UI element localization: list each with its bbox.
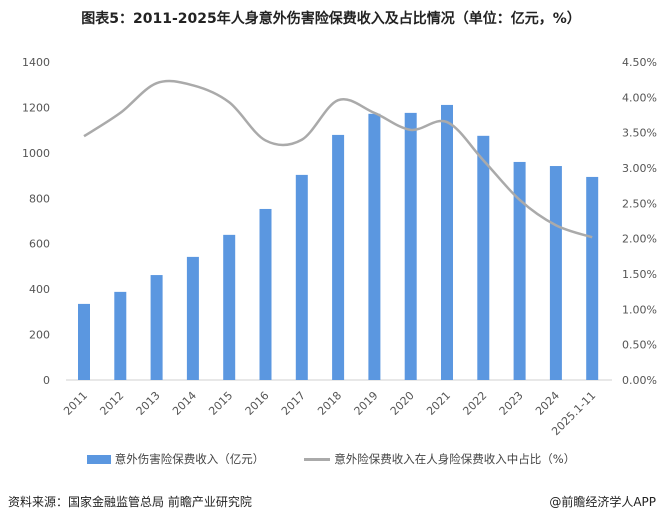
x-tick-label: 2021 [424, 389, 453, 418]
x-tick-label: 2013 [134, 389, 163, 418]
bar [150, 275, 163, 380]
right-tick-label: 4.50% [622, 56, 657, 69]
x-tick-label: 2014 [170, 389, 199, 418]
x-tick-label: 2020 [388, 389, 417, 418]
brand-credit: @前瞻经济学人APP [549, 495, 656, 509]
bar [513, 161, 526, 380]
x-tick-label: 2023 [497, 389, 526, 418]
bar [186, 256, 199, 380]
bar [114, 291, 127, 380]
x-tick-label: 2015 [206, 389, 235, 418]
right-tick-label: 3.50% [622, 127, 657, 140]
source-note: 资料来源：国家金融监管总局 前瞻产业研究院 [8, 495, 252, 509]
left-tick-label: 400 [29, 283, 50, 296]
x-tick-label: 2022 [460, 389, 489, 418]
legend-swatch-bar [86, 454, 111, 464]
chart-title: 图表5：2011-2025年人身意外伤害险保费收入及占比情况（单位：亿元，%） [81, 11, 581, 27]
legend-item-bar: 意外伤害险保费收入（亿元） [86, 451, 265, 467]
x-tick-label: 2018 [315, 389, 344, 418]
legend: 意外伤害险保费收入（亿元） 意外险保费收入在人身险保费收入中占比（%） [0, 451, 662, 467]
x-tick-label: 2024 [533, 389, 562, 418]
right-tick-label: 0.50% [622, 339, 657, 352]
right-tick-label: 2.50% [622, 197, 657, 210]
x-tick-label: 2016 [243, 389, 272, 418]
x-tick-label: 2012 [97, 389, 126, 418]
left-tick-label: 1200 [22, 101, 50, 114]
left-tick-label: 200 [29, 329, 50, 342]
right-tick-label: 3.00% [622, 162, 657, 175]
right-tick-label: 2.00% [622, 233, 657, 246]
left-tick-label: 0 [43, 374, 50, 387]
x-tick-label: 2019 [352, 389, 381, 418]
bar [332, 134, 345, 380]
legend-label-bar: 意外伤害险保费收入（亿元） [114, 452, 265, 466]
bar [223, 234, 236, 380]
legend-label-line: 意外险保费收入在人身险保费收入中占比（%） [334, 452, 576, 466]
right-tick-label: 1.00% [622, 303, 657, 316]
x-tick-label: 2017 [279, 389, 308, 418]
legend-item-line: 意外险保费收入在人身险保费收入中占比（%） [304, 451, 575, 467]
bar [404, 112, 417, 380]
left-tick-label: 600 [29, 238, 50, 251]
left-tick-label: 800 [29, 192, 50, 205]
bar [78, 303, 90, 380]
legend-swatch-line [304, 457, 331, 461]
bar [259, 208, 272, 380]
left-tick-label: 1400 [22, 56, 50, 69]
right-tick-label: 1.50% [622, 268, 657, 281]
x-tick-label: 2011 [61, 389, 90, 418]
bar [368, 113, 381, 380]
right-tick-label: 4.00% [622, 91, 657, 104]
left-tick-label: 1000 [22, 147, 50, 160]
bar [477, 135, 490, 380]
bar [295, 174, 308, 380]
bar [549, 166, 562, 380]
bar [586, 176, 599, 380]
share-line [83, 79, 593, 239]
bar [441, 104, 453, 381]
right-tick-label: 0.00% [622, 374, 657, 387]
